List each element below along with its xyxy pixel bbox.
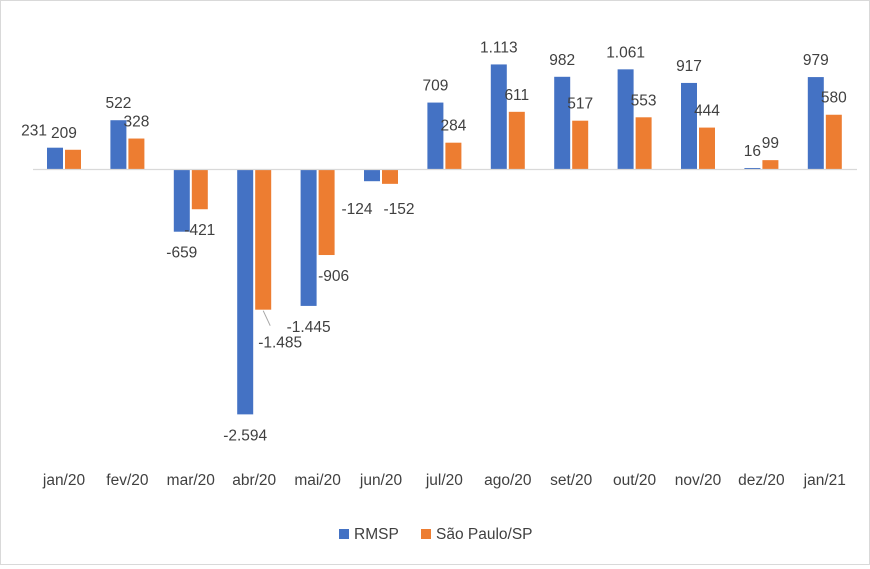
bar-sao-paulo-jul-20	[445, 142, 462, 170]
bar-sao-paulo-set-20	[572, 120, 589, 170]
bar-sao-paulo-jan-20	[65, 149, 81, 170]
bar-sao-paulo-ago-20	[508, 111, 525, 170]
data-label-sao-paulo-jun-20: -152	[383, 201, 414, 218]
bar-sao-paulo-fev-20	[128, 138, 145, 170]
x-tick-out-20: out/20	[613, 472, 656, 489]
legend: RMSP São Paulo/SP	[339, 526, 533, 543]
data-label-rmsp-fev-20: 522	[105, 95, 131, 112]
data-label-sao-paulo-mai-20: -906	[318, 268, 349, 285]
x-tick-jan-20: jan/20	[42, 472, 86, 489]
bar-sao-paulo-dez-20	[762, 160, 779, 170]
data-label-rmsp-abr-20: -2.594	[223, 427, 267, 444]
x-tick-fev-20: fev/20	[106, 472, 149, 489]
data-label-sao-paulo-fev-20: 328	[123, 114, 149, 131]
data-label-sao-paulo-ago-20: 611	[504, 87, 529, 104]
data-label-rmsp-jan-21: 979	[803, 52, 829, 69]
data-label-sao-paulo-out-20: 553	[631, 92, 657, 109]
x-tick-nov-20: nov/20	[675, 472, 722, 489]
data-label-sao-paulo-nov-20: 444	[694, 103, 720, 120]
bar-rmsp-jul-20	[427, 102, 444, 170]
data-label-sao-paulo-mar-20: -421	[184, 222, 215, 239]
x-tick-abr-20: abr/20	[232, 472, 276, 489]
x-tick-mai-20: mai/20	[294, 472, 341, 489]
data-label-rmsp-dez-20: 16	[744, 143, 761, 160]
bar-sao-paulo-out-20	[635, 117, 652, 170]
data-label-sao-paulo-jan-20: 209	[51, 125, 77, 142]
data-label-rmsp-ago-20: 1.113	[480, 39, 518, 56]
bar-sao-paulo-jan-21	[825, 114, 842, 170]
bar-sao-paulo-mai-20	[318, 169, 335, 256]
leader-lines	[262, 310, 271, 326]
legend-swatch-rmsp	[339, 529, 349, 539]
data-label-sao-paulo-dez-20: 99	[762, 135, 779, 152]
x-tick-labels: jan/20 fev/20 mar/20 abr/20 mai/20 jun/20 jul/…	[42, 472, 846, 489]
x-tick-jan-21: jan/21	[803, 472, 846, 489]
bar-rmsp-set-20	[554, 76, 571, 170]
leader-line-sao-paulo-abr-20	[262, 310, 271, 326]
bar-rmsp-abr-20	[237, 169, 254, 415]
bar-sao-paulo-nov-20	[699, 127, 715, 170]
data-labels-layer: 231 209 522 328 -659 -421 -2.594 -1.485-1.445 -9…	[21, 39, 847, 444]
data-label-rmsp-nov-20: 917	[676, 58, 702, 75]
bar-rmsp-mar-20	[173, 169, 190, 232]
data-label-rmsp-mai-20: -1.445	[287, 319, 331, 336]
x-tick-dez-20: dez/20	[738, 472, 785, 489]
data-label-sao-paulo-jan-21: 580	[821, 90, 847, 107]
bar-rmsp-mai-20	[300, 169, 317, 306]
data-label-rmsp-jun-20: -124	[341, 201, 372, 218]
bar-rmsp-jan-21	[807, 77, 824, 170]
legend-swatch-sao-paulo	[421, 529, 431, 539]
bar-sao-paulo-jun-20	[382, 169, 398, 184]
x-tick-jun-20: jun/20	[359, 472, 403, 489]
bar-rmsp-fev-20	[110, 120, 127, 170]
data-label-rmsp-set-20: 982	[549, 52, 575, 69]
legend-label-rmsp: RMSP	[354, 526, 399, 543]
bar-rmsp-nov-20	[681, 82, 697, 170]
x-tick-mar-20: mar/20	[167, 472, 216, 489]
x-tick-set-20: set/20	[550, 472, 593, 489]
data-label-sao-paulo-abr-20: -1.485	[258, 335, 302, 352]
bar-rmsp-jun-20	[364, 169, 380, 182]
data-label-rmsp-out-20: 1.061	[606, 44, 645, 61]
bar-rmsp-jan-20	[47, 147, 63, 170]
bar-sao-paulo-abr-20	[255, 169, 272, 310]
x-tick-jul-20: jul/20	[425, 472, 463, 489]
bar-sao-paulo-mar-20	[191, 169, 208, 210]
data-label-rmsp-jan-20: 231	[21, 123, 47, 140]
data-label-sao-paulo-jul-20: 284	[440, 118, 466, 135]
bars-layer	[47, 64, 842, 415]
data-label-rmsp-jul-20: 709	[422, 78, 448, 95]
bar-rmsp-dez-20	[744, 167, 761, 170]
legend-label-sao-paulo: São Paulo/SP	[436, 526, 533, 543]
x-tick-ago-20: ago/20	[484, 472, 532, 489]
bar-rmsp-ago-20	[490, 64, 507, 170]
data-label-rmsp-mar-20: -659	[166, 245, 197, 262]
bar-rmsp-out-20	[617, 69, 634, 170]
data-label-sao-paulo-set-20: 517	[567, 96, 593, 113]
